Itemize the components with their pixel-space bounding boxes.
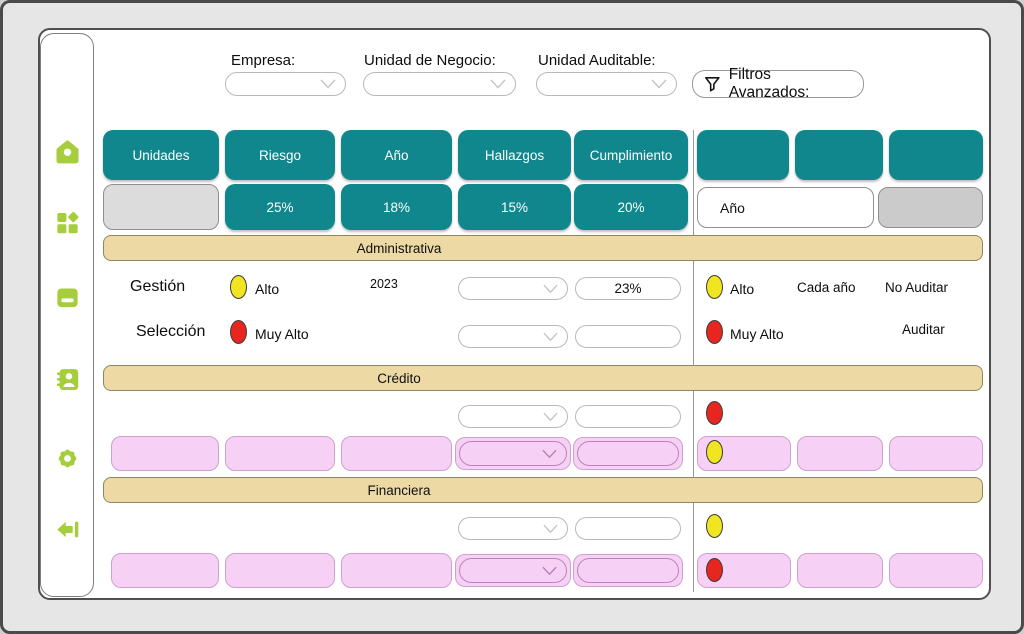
chevron-down-icon	[543, 524, 558, 533]
advanced-filters-label: Filtros Avanzados:	[728, 66, 810, 101]
unidad-auditable-dropdown[interactable]	[536, 72, 677, 96]
hallazgos-dropdown-highlighted[interactable]	[455, 437, 571, 470]
home-icon	[56, 140, 79, 164]
section-band-administrativa: Administrativa	[103, 235, 983, 261]
plan-decision-label: Auditar	[902, 322, 945, 337]
panel-divider	[693, 130, 694, 592]
chevron-down-icon	[543, 284, 558, 293]
sidebar	[40, 33, 94, 597]
cumplimiento-field[interactable]	[575, 325, 681, 348]
plan-decision-label: No Auditar	[885, 280, 949, 295]
cumplimiento-field[interactable]	[575, 405, 681, 428]
sidebar-item-settings[interactable]	[54, 445, 81, 472]
risk-level-label: Muy Alto	[255, 326, 309, 342]
section-title: Administrativa	[356, 240, 442, 256]
unidad-auditable-label: Unidad Auditable:	[538, 52, 656, 69]
archive-box-icon	[57, 288, 78, 308]
right-year-cell[interactable]: Año	[697, 187, 874, 228]
column-header-unidades[interactable]: Unidades	[103, 130, 219, 180]
sidebar-item-logout[interactable]	[54, 516, 81, 543]
hallazgos-dropdown[interactable]	[458, 405, 568, 428]
chevron-down-icon	[542, 449, 557, 458]
cumplimiento-field-highlighted[interactable]	[573, 554, 683, 587]
unidad-negocio-label: Unidad de Negocio:	[364, 52, 496, 69]
weight-hallazgos: 15%	[458, 184, 571, 230]
weight-cell-empty	[103, 184, 219, 230]
plan-placeholder-cell	[797, 436, 883, 471]
filter-funnel-icon	[705, 76, 720, 91]
cumplimiento-field[interactable]: 23%	[575, 277, 681, 300]
placeholder-cell-anio	[341, 436, 452, 471]
hallazgos-dropdown-highlighted[interactable]	[455, 554, 571, 587]
column-header-riesgo[interactable]: Riesgo	[225, 130, 335, 180]
right-header-cell-3[interactable]	[889, 130, 983, 180]
placeholder-cell-unidades	[111, 553, 219, 588]
logout-arrow-icon	[57, 521, 79, 538]
placeholder-cell-riesgo	[225, 553, 335, 588]
row-label-gestion: Gestión	[130, 278, 186, 295]
sidebar-item-contacts[interactable]	[54, 366, 81, 393]
plan-risk-dot-red	[706, 401, 723, 425]
sidebar-item-home[interactable]	[54, 138, 81, 165]
column-header-cumplimiento[interactable]: Cumplimiento	[574, 130, 688, 180]
plan-risk-label: Alto	[730, 281, 755, 297]
section-band-credito: Crédito	[103, 365, 983, 391]
plan-placeholder-cell	[889, 553, 983, 588]
risk-dot-yellow	[230, 275, 247, 299]
chevron-down-icon	[543, 332, 558, 341]
placeholder-cell-riesgo	[225, 436, 335, 471]
dashboard-icon	[57, 212, 79, 234]
unidad-negocio-dropdown[interactable]	[363, 72, 516, 96]
plan-placeholder-cell	[797, 553, 883, 588]
section-title: Crédito	[377, 370, 421, 386]
plan-risk-dot-red	[706, 558, 723, 582]
chevron-down-icon	[651, 79, 667, 89]
hallazgos-dropdown[interactable]	[458, 325, 568, 348]
plan-risk-dot-yellow	[706, 440, 723, 464]
right-header-cell-1[interactable]	[697, 130, 789, 180]
plan-placeholder-cell	[889, 436, 983, 471]
plan-risk-label: Muy Alto	[730, 326, 784, 342]
right-header-cell-2[interactable]	[795, 130, 883, 180]
placeholder-cell-unidades	[111, 436, 219, 471]
cumplimiento-field-highlighted[interactable]	[573, 437, 683, 470]
chevron-down-icon	[320, 79, 336, 89]
hallazgos-dropdown[interactable]	[458, 517, 568, 540]
sidebar-item-dashboard[interactable]	[54, 209, 81, 236]
chevron-down-icon	[490, 79, 506, 89]
plan-risk-dot-yellow	[706, 514, 723, 538]
year-value: 2023	[370, 277, 398, 291]
weight-anio: 18%	[341, 184, 452, 230]
empresa-label: Empresa:	[231, 52, 296, 69]
section-title: Financiera	[367, 482, 431, 498]
weight-cumplimiento: 20%	[574, 184, 688, 230]
contacts-book-icon	[56, 369, 79, 390]
plan-risk-dot-red	[706, 320, 723, 344]
dropdown-outline	[459, 441, 567, 466]
row-label-seleccion: Selección	[136, 323, 206, 340]
advanced-filters-button[interactable]: Filtros Avanzados:	[692, 66, 864, 101]
weight-riesgo: 25%	[225, 184, 335, 230]
plan-risk-dot-yellow	[706, 275, 723, 299]
column-header-hallazgos[interactable]: Hallazgos	[458, 130, 571, 180]
plan-frequency-label: Cada año	[797, 280, 856, 295]
empresa-dropdown[interactable]	[225, 72, 346, 96]
chevron-down-icon	[542, 566, 557, 575]
cumplimiento-field[interactable]	[575, 517, 681, 540]
hallazgos-dropdown[interactable]	[458, 277, 568, 300]
main-panel	[38, 28, 991, 600]
risk-level-label: Alto	[255, 281, 280, 297]
section-band-financiera: Financiera	[103, 477, 983, 503]
column-header-anio[interactable]: Año	[341, 130, 452, 180]
right-gray-cell	[878, 187, 983, 228]
field-outline	[577, 441, 679, 466]
gear-icon	[58, 449, 77, 468]
dropdown-outline	[459, 558, 567, 583]
field-outline	[577, 558, 679, 583]
risk-dot-red	[230, 320, 247, 344]
sidebar-item-archive[interactable]	[54, 284, 81, 311]
chevron-down-icon	[543, 412, 558, 421]
placeholder-cell-anio	[341, 553, 452, 588]
